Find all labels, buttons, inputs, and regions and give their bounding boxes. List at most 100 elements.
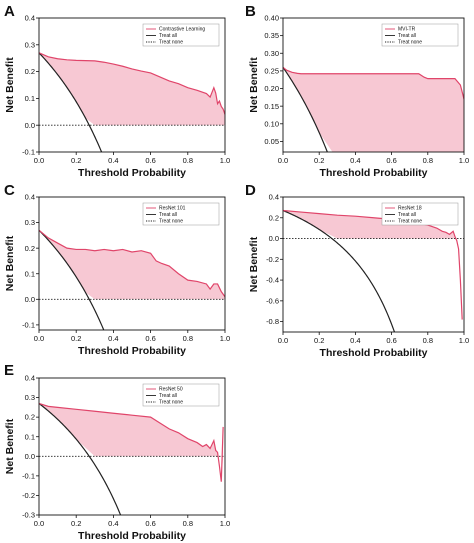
legend-entry: Treat all: [159, 33, 177, 39]
y-tick-label: 0.4: [269, 193, 279, 202]
x-tick-label: 0.0: [34, 519, 44, 528]
x-tick-label: 0.6: [145, 519, 155, 528]
x-tick-label: 0.4: [108, 334, 118, 343]
x-axis-label: Threshold Probability: [320, 347, 428, 359]
x-axis-label: Threshold Probability: [78, 530, 186, 542]
y-tick-label: 0.20: [264, 84, 279, 93]
x-tick-label: 0.8: [183, 519, 193, 528]
y-tick-label: 0.2: [25, 67, 35, 76]
x-tick-label: 0.2: [314, 336, 324, 345]
y-tick-label: 0.0: [25, 121, 35, 130]
plot-area: [39, 52, 225, 152]
model-line: [39, 229, 225, 298]
model-line: [39, 402, 224, 482]
plot-frame: [38, 377, 226, 516]
y-axis-label: Net Benefit: [248, 236, 260, 292]
legend-entry: Treat all: [159, 393, 177, 399]
model-line: [39, 52, 225, 115]
y-tick-label: 0.3: [25, 393, 35, 402]
net-benefit-area: [39, 230, 225, 300]
legend-box: [381, 202, 459, 226]
legend-entry: Treat all: [398, 212, 416, 218]
x-tick-label: 0.2: [314, 156, 324, 165]
y-tick-label: -0.8: [266, 317, 279, 326]
treat-all-line: [39, 229, 105, 330]
plot-frame: [38, 17, 226, 153]
x-tick-label: 0.8: [183, 334, 193, 343]
legend-box: [381, 23, 459, 47]
x-tick-label: 0.0: [34, 156, 44, 165]
y-tick-label: -0.4: [266, 276, 279, 285]
legend-box: [142, 23, 220, 47]
x-tick-label: 0.8: [183, 156, 193, 165]
x-tick-label: 1.0: [459, 156, 469, 165]
x-tick-label: 0.6: [145, 334, 155, 343]
treat-all-line: [283, 67, 328, 152]
net-benefit-area: [39, 52, 225, 126]
legend-box: [142, 383, 220, 407]
y-tick-label: 0.1: [25, 432, 35, 441]
y-tick-label: 0.10: [264, 119, 279, 128]
y-tick-label: 0.0: [25, 295, 35, 304]
y-tick-label: -0.1: [22, 471, 35, 480]
x-tick-label: 0.4: [108, 519, 118, 528]
x-tick-label: 1.0: [220, 334, 230, 343]
y-tick-label: -0.1: [22, 320, 35, 329]
legend-entry: Treat none: [398, 40, 422, 46]
panel-letter: A: [4, 3, 15, 20]
y-tick-label: 0.2: [25, 413, 35, 422]
y-tick-label: 0.35: [264, 31, 279, 40]
y-tick-label: 0.25: [264, 66, 279, 75]
y-tick-label: 0.40: [264, 14, 279, 23]
y-tick-label: 0.3: [25, 218, 35, 227]
y-tick-label: 0.2: [25, 244, 35, 253]
x-tick-label: 0.6: [145, 156, 155, 165]
plot-area: [39, 402, 225, 515]
y-tick-label: 0.0: [269, 234, 279, 243]
plot-frame: [38, 196, 226, 331]
legend-entry: Treat all: [159, 212, 177, 218]
y-tick-label: 0.30: [264, 49, 279, 58]
x-tick-label: 1.0: [220, 156, 230, 165]
x-tick-label: 0.8: [423, 336, 433, 345]
legend-entry: Treat none: [159, 219, 183, 225]
model-line: [283, 66, 464, 100]
legend-entry: ResNet 101: [159, 206, 186, 212]
x-tick-label: 0.4: [350, 156, 360, 165]
y-tick-label: 0.15: [264, 102, 279, 111]
x-tick-label: 0.6: [386, 156, 396, 165]
y-tick-label: -0.6: [266, 296, 279, 305]
legend-entry: Treat none: [159, 40, 183, 46]
y-tick-label: -0.1: [22, 148, 35, 157]
y-tick-label: 0.3: [25, 40, 35, 49]
y-axis-label: Net Benefit: [248, 57, 260, 113]
x-axis-label: Threshold Probability: [78, 345, 186, 357]
y-tick-label: 0.4: [25, 14, 35, 23]
legend-entry: ResNet 18: [398, 206, 422, 212]
legend-entry: ResNet 50: [159, 387, 183, 393]
x-axis-label: Threshold Probability: [320, 167, 428, 179]
y-tick-label: 0.4: [25, 193, 35, 202]
legend-entry: Contrastive Learning: [159, 27, 205, 33]
treat-all-line: [283, 209, 396, 332]
legend-box: [142, 202, 220, 226]
y-tick-label: 0.4: [25, 374, 35, 383]
plot-frame: [282, 196, 465, 333]
x-tick-label: 1.0: [459, 336, 469, 345]
x-tick-label: 0.8: [423, 156, 433, 165]
panel-letter: C: [4, 182, 15, 199]
y-tick-label: 0.05: [264, 137, 279, 146]
panel-letter: D: [245, 182, 256, 199]
net-benefit-area: [283, 210, 463, 320]
y-axis-label: Net Benefit: [4, 235, 16, 291]
plot-frame: [282, 17, 465, 153]
y-tick-label: 0.1: [25, 94, 35, 103]
model-line: [283, 209, 463, 320]
legend-entry: Treat all: [398, 33, 416, 39]
treat-all-line: [39, 402, 122, 515]
